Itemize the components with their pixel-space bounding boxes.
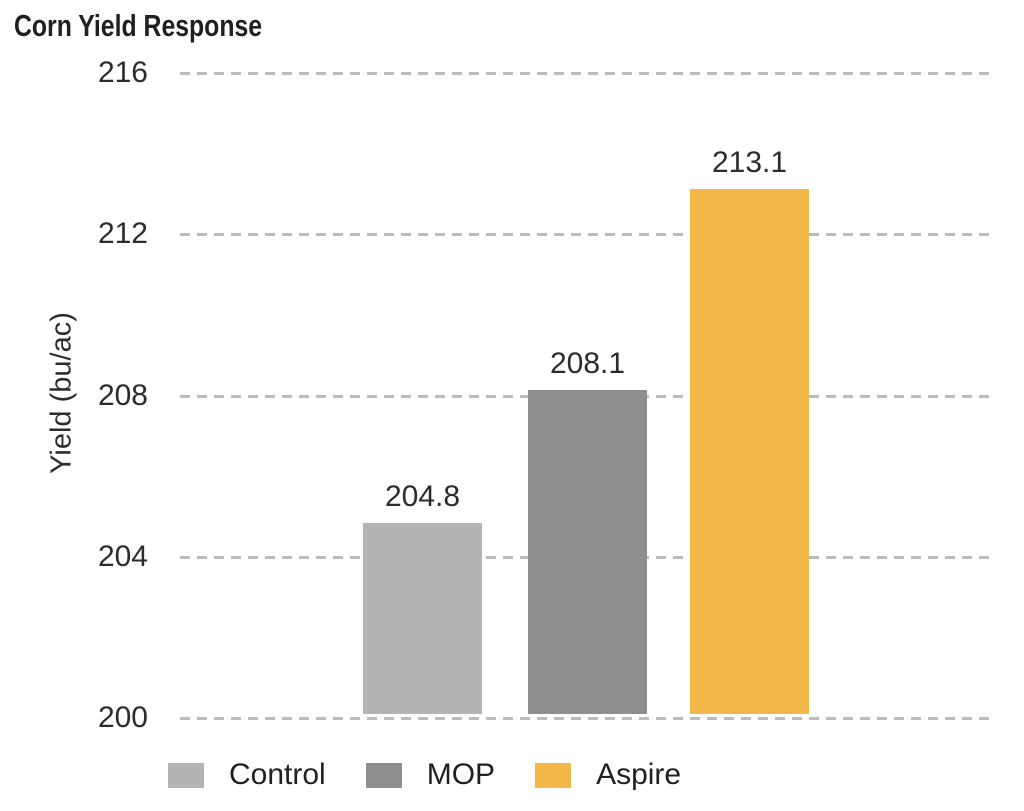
- legend-swatch-mop-icon: [365, 762, 402, 788]
- legend-swatch-control-icon: [168, 762, 204, 788]
- gridline-212: [180, 233, 992, 236]
- bar-value-label-aspire: 213.1: [711, 146, 788, 179]
- bar-aspire: [690, 189, 809, 714]
- legend-label-control: Control: [229, 758, 326, 791]
- gridline-200: [180, 717, 992, 720]
- bar-value-label-control: 204.8: [384, 480, 461, 513]
- y-tick-label-208: 208: [97, 379, 148, 412]
- y-tick-label-204: 204: [97, 540, 148, 573]
- legend-item-aspire: Aspire: [535, 760, 681, 790]
- y-tick-label-216: 216: [97, 56, 148, 89]
- y-tick-label-200: 200: [97, 701, 148, 734]
- legend: Control MOP Aspire: [168, 760, 681, 790]
- gridline-216: [180, 72, 992, 75]
- legend-label-mop: MOP: [426, 758, 496, 791]
- chart-title: Corn Yield Response: [14, 8, 263, 43]
- legend-swatch-aspire-icon: [535, 762, 572, 788]
- bar-control: [363, 523, 482, 714]
- legend-item-control: Control: [168, 760, 326, 790]
- y-tick-label-212: 212: [97, 217, 148, 250]
- bar-mop: [528, 390, 647, 714]
- legend-label-aspire: Aspire: [596, 758, 682, 791]
- bar-value-label-mop: 208.1: [549, 347, 626, 380]
- legend-item-mop: MOP: [365, 758, 496, 791]
